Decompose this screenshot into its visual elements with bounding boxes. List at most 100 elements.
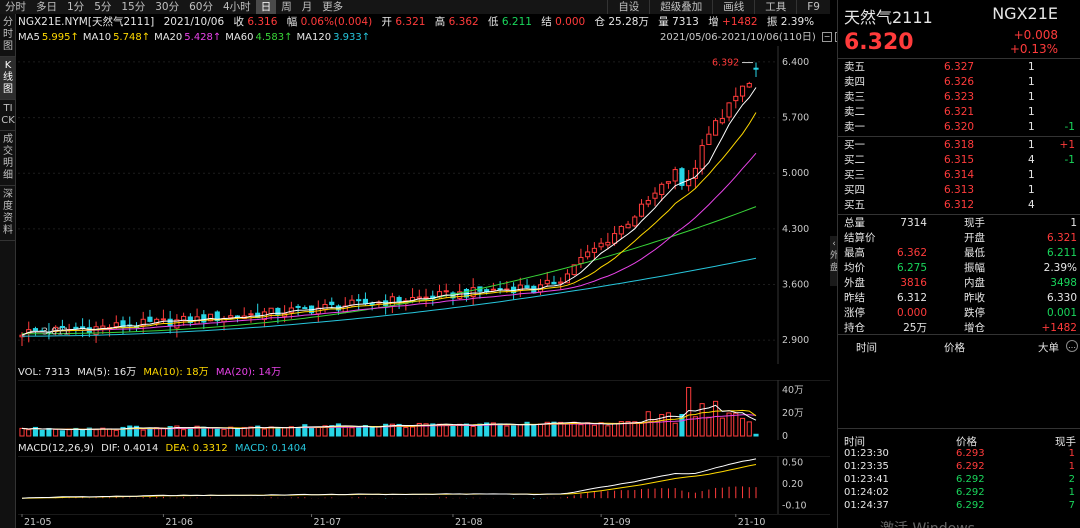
quote-row: 持仓 25万 增仓 +1482 [838,321,1080,336]
volume-bar [746,421,752,437]
low-field: 低 6.211 [488,16,532,28]
volume-bar [174,425,180,437]
ma120-line [21,257,757,337]
ma20-line [21,152,757,336]
volume-bar [719,417,725,437]
period-tab[interactable]: 1分 [67,1,85,13]
tick-time: 01:24:37 [844,500,889,511]
level-label: 卖五 [844,61,865,73]
ask-row: 卖一 6.320 1 -1 [838,120,1080,135]
candle [618,225,624,239]
ma-legend-item: MA60 4.583↑ [225,32,292,43]
volume-bar [605,425,611,437]
header-price: 价格 [956,436,977,448]
volume-bar [362,425,368,437]
period-tab[interactable]: 5分 [94,1,112,13]
side-tab[interactable]: 分时图 [0,14,16,57]
volume-bar [120,426,126,437]
candle [679,166,685,190]
header-price: 价格 [944,342,965,354]
volume-bar [457,423,463,437]
level-label: 买一 [844,139,865,151]
candle [524,279,530,289]
volume-bar [234,428,241,437]
quote-value: 6.362 [896,247,927,259]
quote-value: 25万 [903,322,927,334]
side-tab[interactable]: 深度资料 [0,186,16,241]
more-icon[interactable]: … [1066,340,1078,352]
volume-bar [726,412,732,437]
quote-value: 6.275 [896,262,927,274]
vol-ma10: MA(10): 18万 [143,367,209,378]
ma-label: MA120 [296,32,332,43]
tick-price: 6.292 [956,461,985,472]
level-qty: 1 [1028,91,1035,103]
ma-value: 5.995↑ [41,32,79,43]
period-tab[interactable]: 日 [255,0,277,14]
candle [605,232,611,250]
candle [490,282,496,291]
candle [753,62,759,77]
period-tab[interactable]: 分时 [5,1,26,13]
change-pct: +0.13% [1009,42,1058,56]
candle [665,181,672,189]
candlestick-chart[interactable]: 6.400 5.700 5.000 4.300 3.600 2.900 6.392 3.011 [18,46,830,364]
period-tab[interactable]: 更多 [322,1,344,13]
ask-row: 卖三 6.323 1 [838,90,1080,105]
volume-chart[interactable]: 40万 20万 0 [18,380,830,440]
volume-bar [302,424,308,437]
toolbar-action[interactable]: F9 [796,0,830,14]
level-qty: 1 [1028,139,1035,151]
volume-bar [733,412,739,437]
candle [302,305,308,310]
period-tab[interactable]: 15分 [121,1,146,13]
swing-field: 振 2.39% [766,16,815,28]
macd-dif: DIF: 0.4014 [101,443,159,454]
tick-time: 01:23:41 [844,474,889,485]
toolbar-action[interactable]: 超级叠加 [649,0,712,14]
quote-label: 现手 [964,217,985,229]
volume-bar [585,422,591,437]
side-tab[interactable]: TICK [0,100,16,131]
tick-row: 01:24:37 6.292 7 [838,500,1080,512]
minus-icon[interactable]: − [821,32,832,42]
side-tab[interactable]: K线图 [0,57,16,100]
macd-chart[interactable]: 0.50 0.20 -0.10 [18,456,830,514]
period-tab[interactable]: 周 [281,1,292,13]
side-tab[interactable]: 成交明细 [0,131,16,186]
period-tab[interactable]: 60分 [189,1,213,13]
volume-bar [329,425,335,437]
amp-field: 幅 0.06%(0.004) [286,16,373,28]
quote-label: 结算价 [844,232,876,244]
period-tab[interactable]: 多日 [36,1,57,13]
toolbar-action[interactable]: 画线 [712,0,754,14]
volume-bar [100,427,106,437]
volume-bar [342,426,348,437]
vol-field: 量 7313 [658,16,699,28]
ma-legend-item: MA10 5.748↑ [83,32,150,43]
quote-label: 增仓 [964,322,985,334]
vol-value: VOL: 7313 [18,367,71,378]
quote-value: +1482 [1041,322,1077,334]
volume-bar [625,421,631,437]
volume-bar [645,411,651,437]
volume-bar [160,427,166,437]
panel-collapse-handle[interactable]: ‹ 外盘 [830,236,839,286]
period-tab[interactable]: 月 [301,1,313,13]
ma-legend-item: MA20 5.428↑ [154,32,221,43]
price-axis-label: 4.300 [782,224,809,235]
period-tab[interactable]: 4小时 [223,1,251,13]
period-tab[interactable]: 30分 [155,1,180,13]
candle [645,196,651,208]
quote-label: 跌停 [964,307,985,319]
volume-bar [672,422,678,437]
toolbar-action[interactable]: 工具 [754,0,796,14]
candle [356,294,362,310]
volume-bar [106,428,113,437]
level-price: 6.323 [944,91,975,103]
volume-bar [403,427,409,437]
quote-value: 3816 [900,277,927,289]
toolbar-action[interactable]: 自设 [607,0,649,14]
candle [598,237,604,251]
candle [659,182,665,202]
